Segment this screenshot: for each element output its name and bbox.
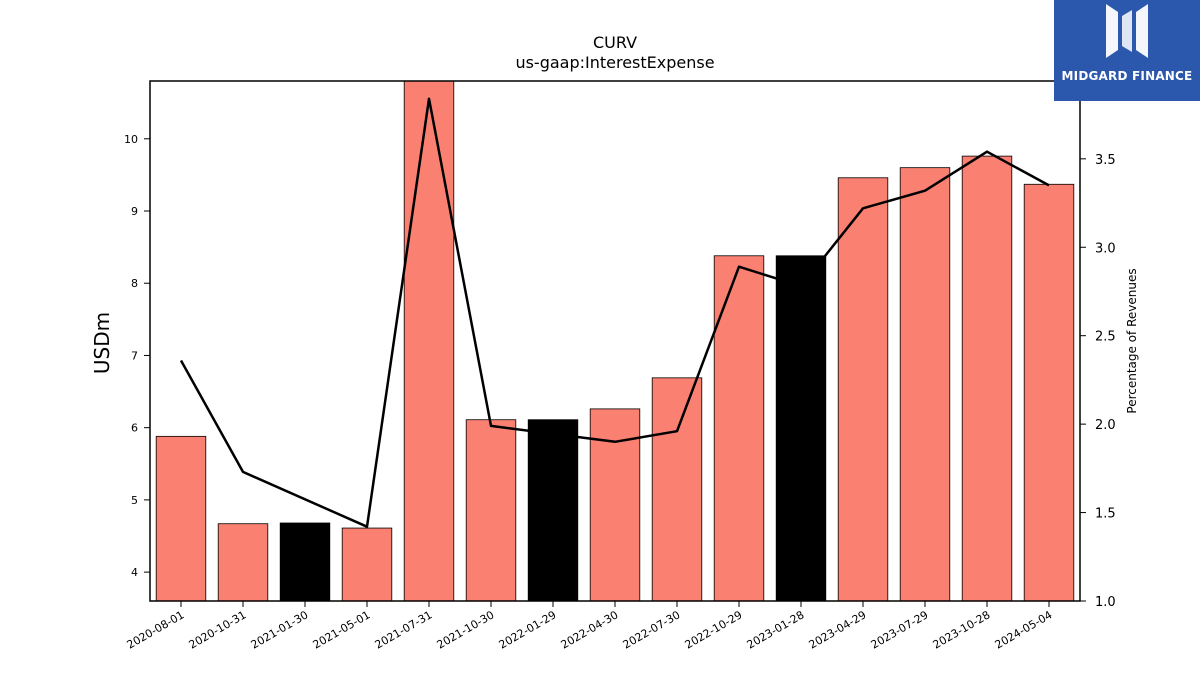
bar-2023-07-29 [899, 167, 951, 602]
x-tick-label: 2023-07-29 [869, 608, 931, 651]
x-tick-label: 2020-10-31 [187, 608, 249, 651]
bar-2023-10-28 [961, 155, 1013, 602]
x-tick-label: 2023-01-28 [745, 608, 807, 651]
y2-tick-label: 1.5 [1095, 507, 1116, 522]
bar-2023-01-28 [775, 255, 827, 602]
y-tick-label: 8 [131, 277, 138, 290]
chart-title: CURV [593, 33, 637, 52]
x-tick-label: 2021-05-01 [311, 608, 373, 651]
x-tick-label: 2022-07-30 [621, 608, 683, 651]
x-tick-label: 2021-01-30 [249, 608, 311, 651]
bar-2021-10-30 [465, 419, 517, 602]
y-tick-label: 5 [131, 494, 138, 507]
line-group [179, 97, 1050, 528]
y2-tick-label: 2.0 [1095, 418, 1116, 433]
y2-tick-label: 1.0 [1095, 595, 1116, 610]
midgard-finance-logo: MIDGARD FINANCE [1054, 0, 1200, 101]
x-tick-label: 2021-10-30 [435, 608, 497, 651]
y-axis-label: USDm [90, 312, 114, 374]
x-tick-label: 2021-07-31 [373, 608, 435, 651]
bar-2023-04-29 [837, 177, 889, 602]
x-tick-label: 2023-04-29 [807, 608, 869, 651]
bar-2022-07-30 [651, 377, 703, 602]
y2-tick-label: 2.5 [1095, 330, 1116, 345]
bar-2020-08-01 [155, 435, 207, 602]
x-tick-label: 2023-10-28 [931, 608, 993, 651]
y-tick-label: 9 [131, 205, 138, 218]
y-tick-label: 6 [131, 422, 138, 435]
x-tick-label: 2024-05-04 [993, 608, 1055, 651]
percentage-of-revenues-line [179, 97, 1050, 528]
bar-2022-10-29 [713, 255, 765, 602]
bar-2021-07-31 [403, 80, 455, 602]
y-tick-label: 4 [131, 566, 138, 579]
y2-tick-label: 3.5 [1095, 153, 1116, 168]
bar-2021-05-01 [341, 527, 393, 602]
x-tick-label: 2022-04-30 [559, 608, 621, 651]
x-tick-label: 2022-10-29 [683, 608, 745, 651]
bar-2024-05-04 [1023, 183, 1075, 602]
y2-tick-label: 3.0 [1095, 241, 1116, 256]
bar-2020-10-31 [217, 523, 269, 602]
x-tick-label: 2020-08-01 [125, 608, 187, 651]
logo-text: MIDGARD FINANCE [1061, 69, 1193, 83]
chart-subtitle: us-gaap:InterestExpense [515, 53, 714, 72]
bar-2022-01-29 [527, 419, 579, 602]
midgard-logo-icon [1106, 4, 1148, 58]
x-tick-label: 2022-01-29 [497, 608, 559, 651]
y-tick-label: 7 [131, 349, 138, 362]
bar-group [155, 80, 1075, 602]
bar-2021-01-30 [279, 522, 331, 602]
y-tick-label: 10 [124, 133, 138, 146]
y2-axis-label: Percentage of Revenues [1125, 268, 1139, 413]
